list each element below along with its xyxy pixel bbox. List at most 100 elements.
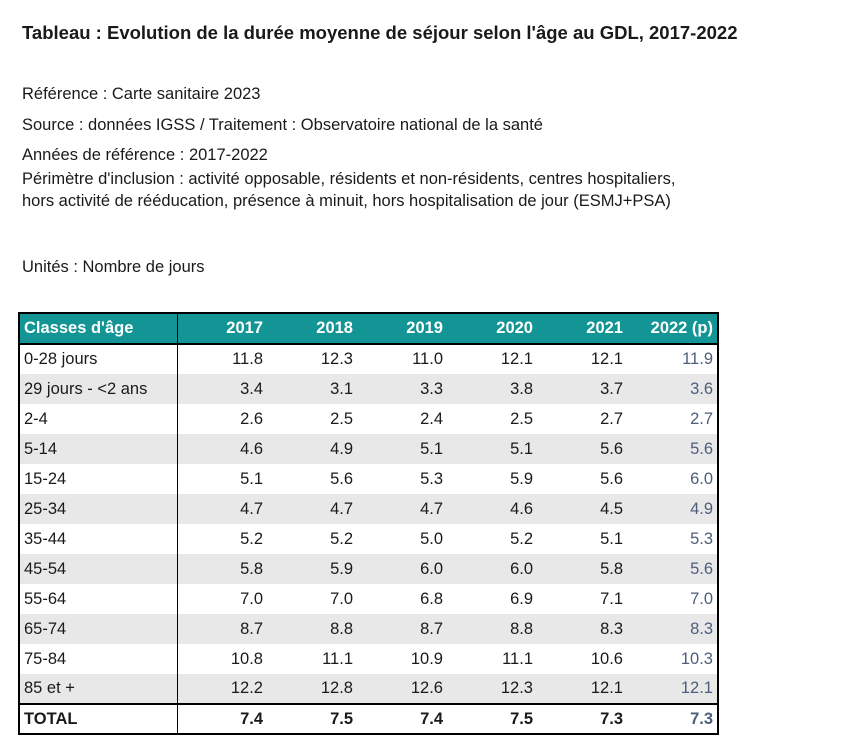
row-label: 35-44 (18, 524, 178, 554)
cell-value: 10.9 (410, 649, 443, 668)
cell-value: 4.7 (267, 494, 357, 524)
cell-value: 5.2 (240, 529, 263, 548)
cell-value: 3.7 (537, 374, 627, 404)
cell-value: 5.8 (537, 554, 627, 584)
cell-value-projected: 7.3 (627, 703, 719, 735)
cell-value-projected: 3.6 (627, 374, 719, 404)
header-year-2018: 2018 (267, 312, 357, 345)
source-text: Source : données IGSS / Traitement : Obs… (22, 116, 543, 134)
reference-text: Référence : Carte sanitaire 2023 (22, 85, 261, 103)
reference-years-text: Années de référence : 2017-2022 (22, 146, 268, 164)
cell-value: 5.9 (267, 554, 357, 584)
table-row: 85 et +12.2 12.8 12.6 12.3 12.1 12.1 (18, 674, 719, 704)
cell-value: 5.6 (330, 469, 353, 488)
row-label: 5-14 (18, 434, 178, 464)
cell-value: 12.8 (267, 674, 357, 704)
cell-value: 8.8 (267, 614, 357, 644)
cell-value-projected: 5.3 (627, 524, 719, 554)
cell-value: 12.1 (500, 350, 533, 368)
cell-value: 7.5 (267, 703, 357, 735)
cell-value-projected: 7.0 (627, 584, 719, 614)
header-age-classes: Classes d'âge (18, 312, 178, 345)
row-label: TOTAL (18, 703, 178, 735)
inclusion-scope-line-1: Périmètre d'inclusion : activité opposab… (22, 170, 676, 188)
header-year-2022p: 2022 (p) (627, 312, 719, 345)
cell-value-projected: 4.9 (627, 494, 719, 524)
row-label: 85 et + (18, 674, 178, 704)
cell-value: 4.5 (537, 494, 627, 524)
cell-value: 5.2 (510, 529, 533, 548)
cell-value: 6.0 (447, 554, 537, 584)
cell-value: 7.4 (357, 703, 447, 735)
row-label: 2-4 (18, 404, 178, 434)
cell-value-projected: 10.3 (627, 644, 719, 674)
cell-value-projected: 5.6 (627, 434, 719, 464)
cell-value: 12.1 (590, 350, 623, 368)
cell-value: 3.1 (267, 374, 357, 404)
cell-value: 3.4 (177, 374, 267, 404)
row-label: 45-54 (18, 554, 178, 584)
table-row: 25-34 4.7 4.7 4.7 4.6 4.5 4.9 (18, 494, 719, 524)
cell-value: 2.7 (600, 409, 623, 428)
table-row: 15-24 5.1 5.6 5.3 5.9 5.6 6.0 (18, 464, 719, 494)
cell-value: 3.8 (447, 374, 537, 404)
cell-value: 4.7 (177, 494, 267, 524)
cell-value: 11.0 (412, 350, 443, 368)
table-row: 29 jours - <2 ans 3.4 3.1 3.3 3.8 3.7 3.6 (18, 374, 719, 404)
cell-value: 8.7 (177, 614, 267, 644)
inclusion-scope-line-2: hors activité de rééducation, présence à… (22, 192, 671, 210)
cell-value: 11.8 (232, 350, 263, 368)
cell-value: 4.9 (267, 434, 357, 464)
cell-value: 3.3 (357, 374, 447, 404)
table-row: 0-28 jours 11.8 12.3 11.0 12.1 12.1 11.9 (18, 344, 719, 374)
cell-value-projected: 6.0 (627, 464, 719, 494)
row-label: 29 jours - <2 ans (18, 374, 178, 404)
header-year-2017: 2017 (177, 312, 267, 345)
cell-value: 5.1 (240, 469, 263, 488)
cell-value: 6.8 (420, 589, 443, 608)
header-year-2019: 2019 (357, 312, 447, 345)
table-header: Classes d'âge 2017 2018 2019 2020 2021 2… (18, 312, 719, 345)
table-row: 45-54 5.8 5.9 6.0 6.0 5.8 5.6 (18, 554, 719, 584)
data-table: Classes d'âge 2017 2018 2019 2020 2021 2… (18, 312, 719, 735)
cell-value: 8.7 (357, 614, 447, 644)
cell-value: 8.3 (537, 614, 627, 644)
cell-value: 7.3 (537, 703, 627, 735)
cell-value: 5.9 (510, 469, 533, 488)
cell-value-projected: 11.9 (627, 344, 719, 374)
cell-value: 4.6 (447, 494, 537, 524)
header-row: Classes d'âge 2017 2018 2019 2020 2021 2… (18, 312, 719, 345)
cell-value: 7.5 (447, 703, 537, 735)
cell-value-projected: 2.7 (627, 404, 719, 434)
cell-value: 5.2 (330, 529, 353, 548)
cell-value: 7.0 (330, 589, 353, 608)
cell-value: 4.7 (357, 494, 447, 524)
cell-value: 5.6 (600, 469, 623, 488)
table-row: 2-4 2.6 2.5 2.4 2.5 2.7 2.7 (18, 404, 719, 434)
cell-value: 2.5 (510, 409, 533, 428)
cell-value: 2.6 (240, 409, 263, 428)
cell-value: 12.3 (447, 674, 537, 704)
cell-value: 5.0 (420, 529, 443, 548)
table-row: 65-74 8.7 8.8 8.7 8.8 8.3 8.3 (18, 614, 719, 644)
cell-value: 5.8 (177, 554, 267, 584)
table-body: 0-28 jours 11.8 12.3 11.0 12.1 12.1 11.9 29 jou… (18, 344, 719, 735)
row-label: 0-28 jours (18, 344, 178, 374)
cell-value: 12.1 (537, 674, 627, 704)
cell-value: 12.2 (177, 674, 267, 704)
cell-value: 10.8 (230, 649, 263, 668)
cell-value-projected: 12.1 (627, 674, 719, 704)
cell-value: 6.0 (357, 554, 447, 584)
cell-value: 7.1 (600, 589, 623, 608)
cell-value: 12.6 (357, 674, 447, 704)
cell-value: 10.6 (590, 649, 623, 668)
row-label: 75-84 (18, 644, 178, 674)
table-row: 5-14 4.6 4.9 5.1 5.1 5.6 5.6 (18, 434, 719, 464)
header-year-2021: 2021 (537, 312, 627, 345)
units-text: Unités : Nombre de jours (22, 258, 205, 276)
cell-value: 8.8 (447, 614, 537, 644)
cell-value: 2.4 (420, 409, 443, 428)
page-title: Tableau : Evolution de la durée moyenne … (22, 22, 738, 43)
cell-value: 5.1 (357, 434, 447, 464)
cell-value-projected: 5.6 (627, 554, 719, 584)
